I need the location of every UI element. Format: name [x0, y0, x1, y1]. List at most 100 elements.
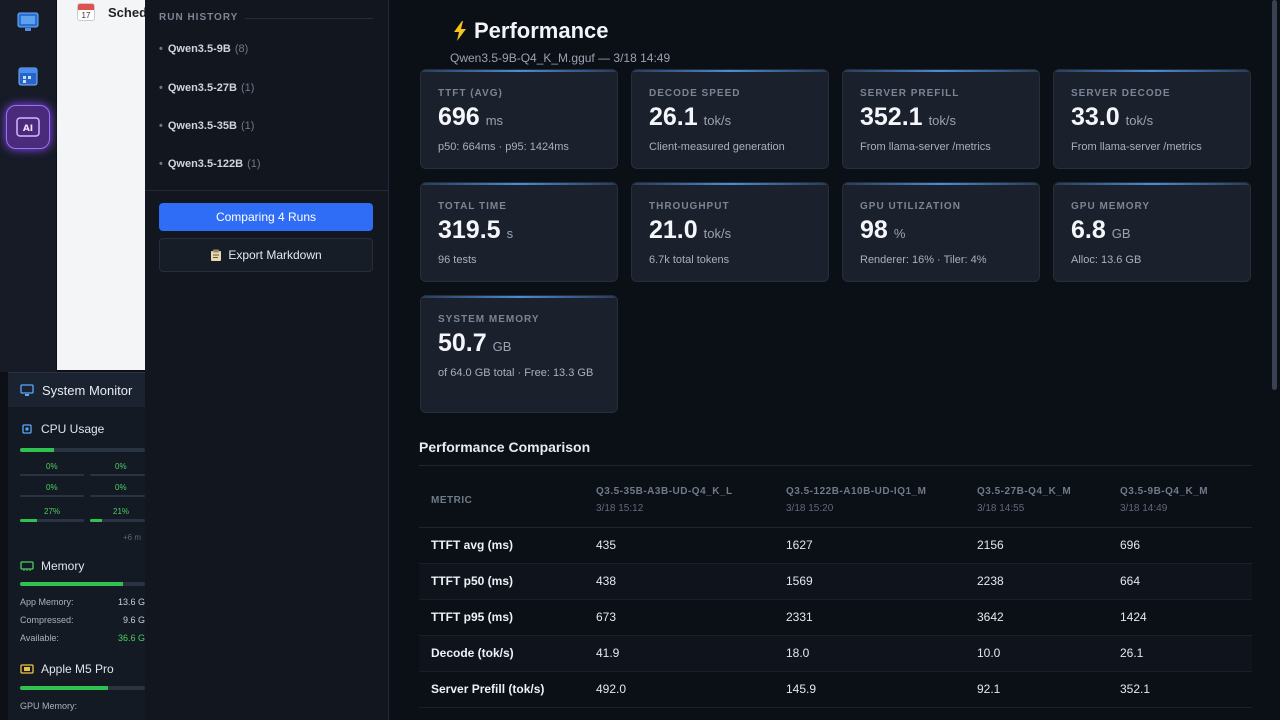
cpu-core-bar [20, 495, 84, 497]
cpu-label: CPU Usage [41, 422, 105, 436]
calendar-app-icon[interactable] [12, 60, 44, 92]
cpu-core-pct: 0% [115, 462, 127, 471]
system-monitor-panel: System Monitor CPU Usage 0% 0% 0% 0% 27%… [8, 372, 145, 720]
run-history-item[interactable]: • Qwen3.5-122B (1) [159, 158, 261, 170]
table-cell: 1627 [774, 527, 965, 564]
table-cell: 435 [584, 527, 774, 564]
metric-card-total-time: TOTAL TIME 319.5 s 96 tests [420, 182, 618, 282]
run-history-title: RUN HISTORY [159, 12, 239, 23]
cpu-core-bar [90, 495, 145, 497]
table-header-row: METRIC Q3.5-35B-A3B-UD-Q4_K_L 3/18 15:12 … [419, 474, 1252, 528]
cpu-core-pct: 0% [46, 462, 58, 471]
table-cell: 673 [584, 599, 774, 636]
cpu-section-header: CPU Usage [20, 422, 104, 436]
metric-card-system-memory: SYSTEM MEMORY 50.7 GB of 64.0 GB total · … [420, 295, 618, 413]
metric-card-gpu-memory: GPU MEMORY 6.8 GB Alloc: 13.6 GB [1053, 182, 1251, 282]
cpu-core-pct: 21% [113, 507, 130, 516]
comparing-runs-button[interactable]: Comparing 4 Runs [159, 203, 373, 231]
column-header-run: Q3.5-9B-Q4_K_M 3/18 14:49 [1108, 474, 1252, 528]
lightning-icon [454, 21, 466, 41]
gpu-bar [20, 686, 145, 690]
table-cell: 18.0 [774, 635, 965, 672]
app-dock: AI [0, 0, 56, 372]
metric-card-server-prefill: SERVER PREFILL 352.1 tok/s From llama-ser… [842, 69, 1040, 169]
column-header-run: Q3.5-122B-A10B-UD-IQ1_M 3/18 15:20 [774, 474, 965, 528]
window-title: Sched [108, 5, 148, 20]
table-cell-metric: TTFT avg (ms) [419, 527, 584, 564]
table-cell: 664 [1108, 563, 1252, 600]
cpu-core-pct: 27% [44, 507, 61, 516]
cpu-core-pct: 0% [115, 483, 127, 492]
cpu-core-bar [20, 474, 84, 476]
table-row: TTFT p50 (ms) 438 1569 2238 664 [419, 563, 1252, 600]
table-cell: 438 [584, 563, 774, 600]
monitor-app-icon[interactable] [12, 6, 44, 38]
table-cell: 492.0 [584, 671, 774, 708]
table-row: Server Prefill (tok/s) 492.0 145.9 92.1 … [419, 671, 1252, 708]
export-markdown-button[interactable]: Export Markdown [159, 238, 373, 272]
table-row: Decode (tok/s) 41.9 18.0 10.0 26.1 [419, 635, 1252, 672]
divider [245, 18, 373, 19]
gpu-icon [20, 664, 34, 674]
metric-card-gpu-utilization: GPU UTILIZATION 98% Renderer: 16% · Tile… [842, 182, 1040, 282]
table-cell: 92.1 [965, 671, 1108, 708]
cpu-core-pct: 0% [46, 483, 58, 492]
gpu-label: Apple M5 Pro [41, 662, 114, 676]
cpu-icon [22, 424, 32, 434]
memory-section-header: Memory [20, 559, 84, 573]
table-cell-metric: Decode (tok/s) [419, 635, 584, 672]
page-title: Performance [452, 18, 609, 44]
run-history-item[interactable]: • Qwen3.5-27B (1) [159, 82, 255, 94]
export-markdown-label: Export Markdown [228, 248, 322, 262]
table-cell: 145.9 [774, 671, 965, 708]
cpu-core-bar [90, 519, 145, 522]
memory-icon [20, 561, 34, 571]
system-monitor-title: System Monitor [42, 382, 133, 398]
memory-label: Memory [41, 559, 85, 573]
table-cell: 3642 [965, 599, 1108, 636]
schedule-window-fragment: 17 Sched [57, 0, 148, 370]
table-cell: 26.1 [1108, 635, 1252, 672]
table-cell: 2331 [774, 599, 965, 636]
table-row: TTFT p95 (ms) 673 2331 3642 1424 [419, 599, 1252, 636]
table-cell: 1569 [774, 563, 965, 600]
table-row: TTFT avg (ms) 435 1627 2156 696 [419, 527, 1252, 564]
comparison-title: Performance Comparison [419, 439, 591, 455]
cpu-overall-bar [20, 448, 145, 452]
ai-app-icon[interactable]: AI [6, 105, 50, 149]
table-cell: 10.0 [965, 635, 1108, 672]
calendar-day: 17 [81, 11, 91, 20]
table-cell: 41.9 [584, 635, 774, 672]
calendar-icon: 17 [77, 3, 95, 21]
system-monitor-header: System Monitor [8, 373, 145, 407]
svg-text:AI: AI [23, 124, 33, 134]
comparison-table: METRIC Q3.5-35B-A3B-UD-Q4_K_L 3/18 15:12 … [419, 474, 1252, 708]
gpu-memory-row: GPU Memory: [20, 701, 78, 711]
run-history-item[interactable]: • Qwen3.5-35B (1) [159, 120, 255, 132]
divider [419, 465, 1252, 466]
cpu-core-bar [20, 519, 84, 522]
memory-row: App Memory: 13.6 G [20, 597, 145, 607]
table-cell-metric: Server Prefill (tok/s) [419, 671, 584, 708]
table-cell: 696 [1108, 527, 1252, 564]
metric-card-server-decode: SERVER DECODE 33.0 tok/s From llama-serve… [1053, 69, 1251, 169]
table-cell: 1424 [1108, 599, 1252, 636]
memory-row: Compressed: 9.6 G [20, 615, 145, 625]
column-header-metric: METRIC [419, 474, 584, 528]
scrollbar[interactable] [1272, 0, 1277, 390]
cpu-more-cores: +6 m [123, 533, 142, 542]
gpu-section-header: Apple M5 Pro [20, 662, 114, 676]
page-subtitle: Qwen3.5-9B-Q4_K_M.gguf — 3/18 14:49 [450, 51, 671, 65]
table-cell: 352.1 [1108, 671, 1252, 708]
metric-card-decode-speed: DECODE SPEED 26.1 tok/s Client-measured g… [631, 69, 829, 169]
table-cell-metric: TTFT p95 (ms) [419, 599, 584, 636]
memory-bar [20, 582, 145, 586]
divider [145, 190, 388, 191]
run-history-sidebar: RUN HISTORY • Qwen3.5-9B (8) • Qwen3.5-27B(… [145, 0, 389, 720]
column-header-run: Q3.5-27B-Q4_K_M 3/18 14:55 [965, 474, 1108, 528]
run-history-item[interactable]: • Qwen3.5-9B (8) [159, 43, 249, 55]
metric-card-throughput: THROUGHPUT 21.0 tok/s 6.7k total tokens [631, 182, 829, 282]
metric-card-ttft: TTFT (AVG) 696 ms p50: 664ms · p95: 1424m… [420, 69, 618, 169]
memory-row: Available: 36.6 G [20, 633, 145, 643]
